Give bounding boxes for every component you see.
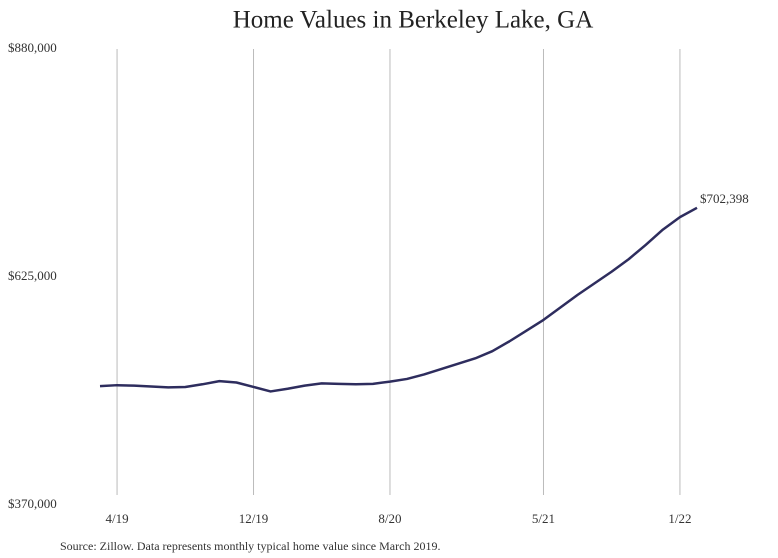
caption: Source: Zillow. Data represents monthly … xyxy=(60,539,440,553)
chart-title: Home Values in Berkeley Lake, GA xyxy=(233,7,594,34)
x-tick-label: 1/22 xyxy=(668,511,691,526)
y-tick-label: $625,000 xyxy=(8,268,57,283)
y-tick-label: $880,000 xyxy=(8,40,57,55)
line xyxy=(99,206,698,393)
x-tick-label: 8/20 xyxy=(378,511,401,526)
value-label: $702,398 xyxy=(700,191,749,206)
x-tick-label: 5/21 xyxy=(532,511,555,526)
y-tick-label: $370,000 xyxy=(8,496,57,511)
x-tick-label: 12/19 xyxy=(239,511,269,526)
x-tick-label: 4/19 xyxy=(105,511,128,526)
